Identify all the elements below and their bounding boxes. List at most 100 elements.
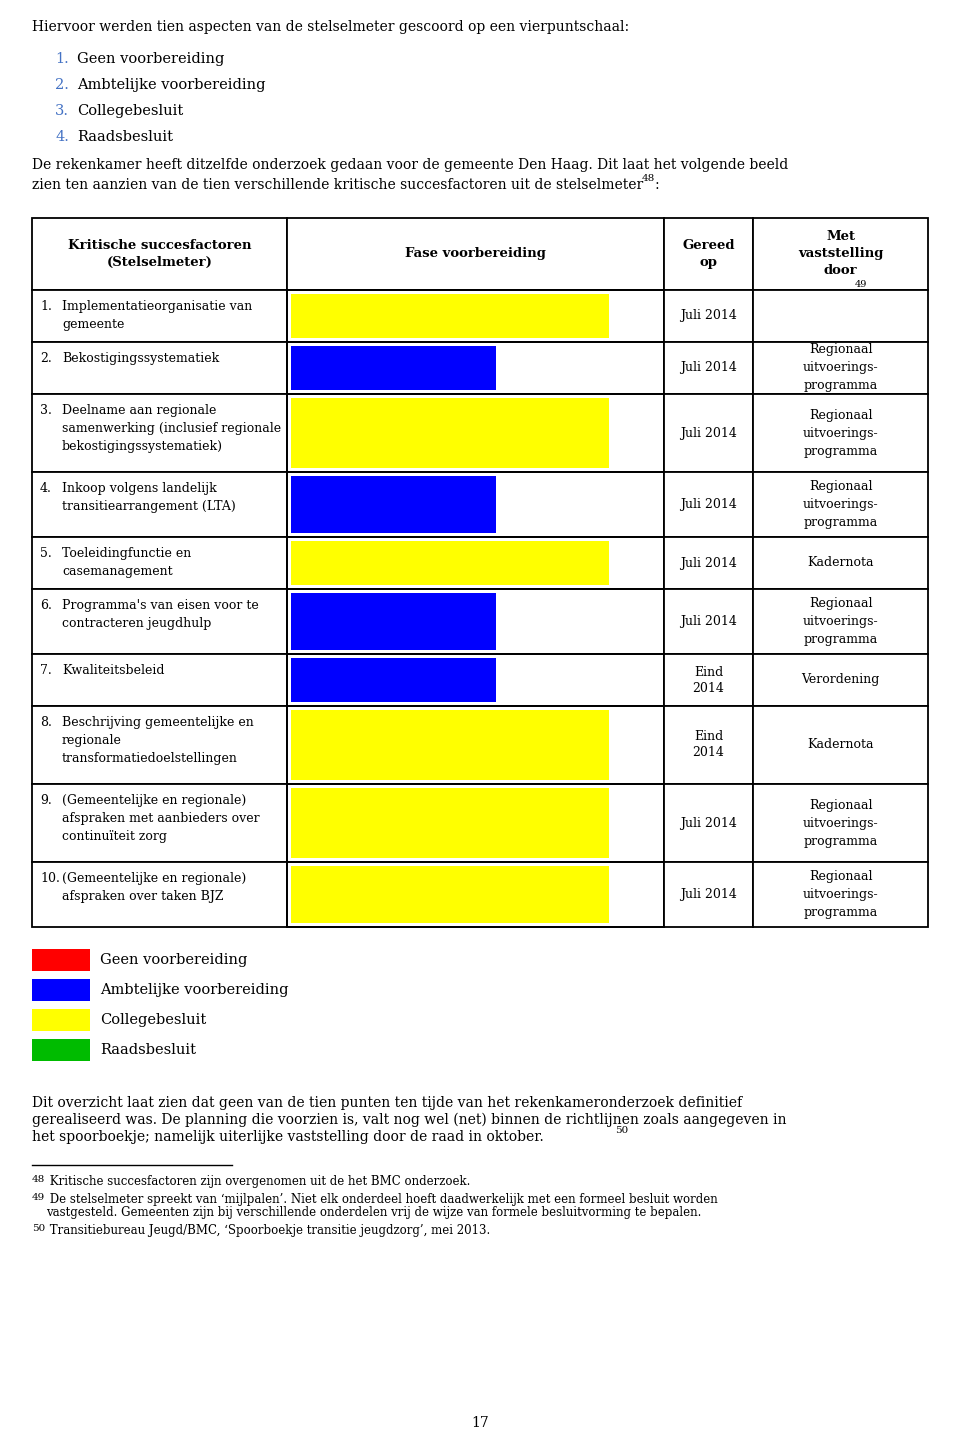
Text: Juli 2014: Juli 2014	[680, 888, 737, 901]
Bar	[754, 536, 928, 589]
Bar	[754, 290, 928, 341]
Bar	[32, 1040, 90, 1061]
Text: Collegebesluit: Collegebesluit	[100, 1012, 206, 1027]
Text: Met
vaststelling
door: Met vaststelling door	[798, 231, 883, 278]
Text: Kadernota: Kadernota	[807, 556, 874, 569]
Bar	[287, 536, 663, 589]
Bar	[663, 394, 754, 472]
Bar	[754, 472, 928, 536]
Text: Eind
2014: Eind 2014	[692, 665, 725, 694]
Text: 49: 49	[854, 280, 867, 290]
Bar	[287, 654, 663, 706]
Text: 1.: 1.	[40, 300, 52, 313]
Text: 50: 50	[32, 1225, 45, 1233]
Text: gerealiseerd was. De planning die voorzien is, valt nog wel (net) binnen de rich: gerealiseerd was. De planning die voorzi…	[32, 1113, 786, 1127]
Text: Juli 2014: Juli 2014	[680, 498, 737, 511]
Bar	[32, 394, 287, 472]
Bar	[754, 784, 928, 862]
Bar	[754, 862, 928, 926]
Bar	[754, 706, 928, 784]
Text: Implementatieorganisatie van
gemeente: Implementatieorganisatie van gemeente	[62, 300, 252, 331]
Text: 49: 49	[32, 1193, 45, 1202]
Bar	[663, 862, 754, 926]
Text: Eind
2014: Eind 2014	[692, 730, 725, 760]
Bar	[32, 862, 287, 926]
Bar	[663, 341, 754, 394]
Bar	[32, 706, 287, 784]
Bar	[32, 218, 287, 290]
Bar	[754, 394, 928, 472]
Text: 9.: 9.	[40, 794, 52, 807]
Text: 4.: 4.	[40, 482, 52, 495]
Text: 6.: 6.	[40, 599, 52, 612]
Text: Raadsbesluit: Raadsbesluit	[77, 130, 173, 143]
Bar	[292, 294, 609, 338]
Text: 5.: 5.	[40, 546, 52, 561]
Text: Juli 2014: Juli 2014	[680, 310, 737, 323]
Text: zien ten aanzien van de tien verschillende kritische succesfactoren uit de stels: zien ten aanzien van de tien verschillen…	[32, 178, 643, 192]
Text: (Gemeentelijke en regionale)
afspraken met aanbieders over
continuïteit zorg: (Gemeentelijke en regionale) afspraken m…	[62, 794, 259, 843]
Text: Ambtelijke voorbereiding: Ambtelijke voorbereiding	[77, 77, 266, 92]
Bar	[663, 654, 754, 706]
Bar	[663, 706, 754, 784]
Text: 48: 48	[32, 1174, 45, 1184]
Text: Gereed
op: Gereed op	[683, 239, 734, 270]
Text: het spoorboekje; namelijk uiterlijke vaststelling door de raad in oktober.: het spoorboekje; namelijk uiterlijke vas…	[32, 1130, 543, 1144]
Text: 7.: 7.	[40, 664, 52, 677]
Bar	[287, 472, 663, 536]
Text: 3.: 3.	[40, 404, 52, 417]
Bar	[287, 784, 663, 862]
Bar	[287, 784, 663, 862]
Text: Dit overzicht laat zien dat geen van de tien punten ten tijde van het rekenkamer: Dit overzicht laat zien dat geen van de …	[32, 1096, 742, 1110]
Bar	[292, 789, 609, 858]
Bar	[32, 472, 287, 536]
Bar	[287, 589, 663, 654]
Bar	[287, 341, 663, 394]
Text: 50: 50	[615, 1126, 628, 1134]
Bar	[32, 290, 287, 341]
Text: 17: 17	[471, 1415, 489, 1430]
Bar	[287, 706, 663, 784]
Text: Regionaal
uitvoerings-
programma: Regionaal uitvoerings- programma	[803, 344, 878, 393]
Bar	[754, 218, 928, 290]
Bar	[287, 654, 663, 706]
Bar	[663, 589, 754, 654]
Text: Verordening: Verordening	[802, 674, 879, 687]
Bar	[663, 536, 754, 589]
Text: Kwaliteitsbeleid: Kwaliteitsbeleid	[62, 664, 164, 677]
Text: Juli 2014: Juli 2014	[680, 556, 737, 569]
Text: Collegebesluit: Collegebesluit	[77, 105, 183, 118]
Bar	[663, 290, 754, 341]
Text: 2.: 2.	[40, 351, 52, 366]
Bar	[32, 589, 287, 654]
Bar	[292, 346, 496, 390]
Text: Bekostigingssystematiek: Bekostigingssystematiek	[62, 351, 219, 366]
Bar	[287, 706, 663, 784]
Bar	[292, 594, 496, 650]
Text: Raadsbesluit: Raadsbesluit	[100, 1043, 196, 1057]
Bar	[287, 341, 663, 394]
Text: Toeleidingfunctie en
casemanagement: Toeleidingfunctie en casemanagement	[62, 546, 191, 578]
Bar	[292, 541, 609, 585]
Text: Inkoop volgens landelijk
transitiearrangement (LTA): Inkoop volgens landelijk transitiearrang…	[62, 482, 236, 513]
Text: 8.: 8.	[40, 716, 52, 728]
Bar	[754, 341, 928, 394]
Bar	[287, 290, 663, 341]
Bar	[292, 866, 609, 923]
Bar	[287, 394, 663, 472]
Bar	[292, 476, 496, 533]
Text: 1.: 1.	[55, 52, 69, 66]
Bar	[292, 399, 609, 467]
Text: Fase voorbereiding: Fase voorbereiding	[405, 248, 546, 261]
Text: Deelname aan regionale
samenwerking (inclusief regionale
bekostigingssystematiek: Deelname aan regionale samenwerking (inc…	[62, 404, 281, 453]
Bar	[287, 472, 663, 536]
Text: Kritische succesfactoren
(Stelselmeter): Kritische succesfactoren (Stelselmeter)	[68, 239, 252, 270]
Bar	[292, 710, 609, 780]
Text: 3.: 3.	[55, 105, 69, 118]
Text: Regionaal
uitvoerings-
programma: Regionaal uitvoerings- programma	[803, 799, 878, 847]
Bar	[32, 536, 287, 589]
Text: De stelselmeter spreekt van ‘mijlpalen’. Niet elk onderdeel hoeft daadwerkelijk : De stelselmeter spreekt van ‘mijlpalen’.…	[46, 1193, 718, 1206]
Text: Geen voorbereiding: Geen voorbereiding	[77, 52, 225, 66]
Text: Kritische succesfactoren zijn overgenomen uit de het BMC onderzoek.: Kritische succesfactoren zijn overgenome…	[46, 1174, 470, 1187]
Bar	[292, 658, 496, 703]
